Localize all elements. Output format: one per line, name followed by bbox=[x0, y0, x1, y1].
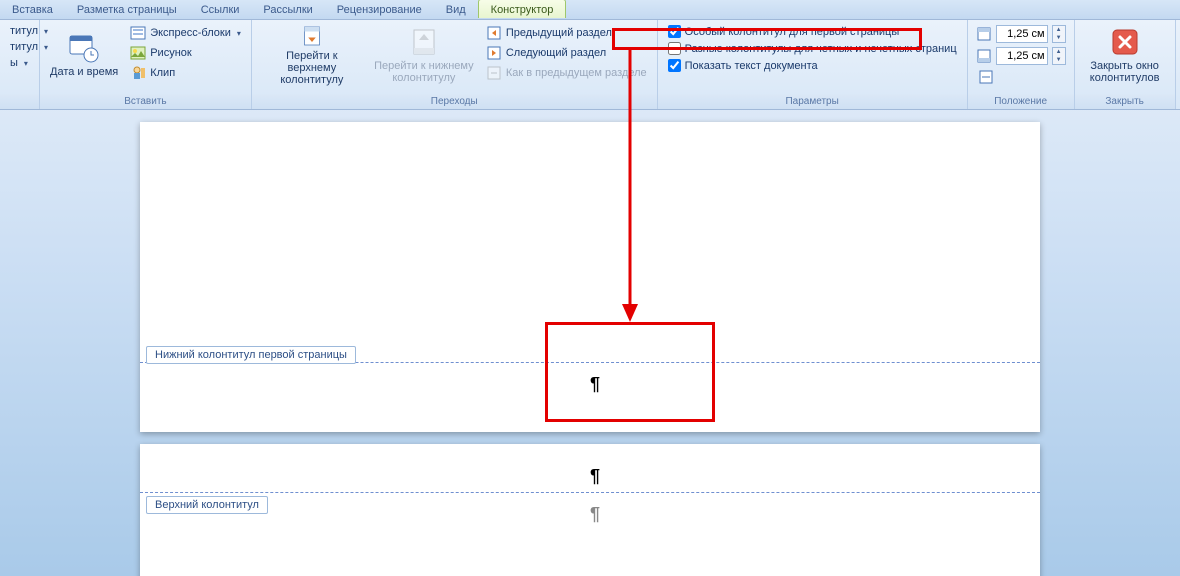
clip-button[interactable]: Клип bbox=[126, 64, 245, 82]
goto-footer-button: Перейти к нижнему колонтитулу bbox=[368, 22, 480, 88]
express-blocks-icon bbox=[130, 25, 146, 41]
group-params-title: Параметры bbox=[658, 94, 967, 109]
ribbon: титул▾ титул▾ ы▾ Дата и время Экспресс-б… bbox=[0, 20, 1180, 110]
group-insert: Дата и время Экспресс-блоки▾ Рисунок Кли… bbox=[40, 20, 252, 109]
tabbar: Вставка Разметка страницы Ссылки Рассылк… bbox=[0, 0, 1180, 20]
footer-margin-input[interactable] bbox=[996, 47, 1048, 65]
header-margin-input[interactable] bbox=[996, 25, 1048, 43]
page-1: Нижний колонтитул первой страницы ¶ bbox=[140, 122, 1040, 432]
goto-header-icon bbox=[296, 24, 328, 48]
prev-section-icon bbox=[486, 25, 502, 41]
tab-design[interactable]: Конструктор bbox=[478, 0, 567, 18]
first-page-checkbox[interactable] bbox=[668, 25, 681, 38]
header-boundary-line bbox=[140, 492, 1040, 493]
header-margin-icon bbox=[976, 26, 992, 42]
next-section-icon bbox=[486, 45, 502, 61]
footer-margin-icon bbox=[976, 48, 992, 64]
picture-button[interactable]: Рисунок bbox=[126, 44, 245, 62]
footer-margin-spinner[interactable]: ▲▼ bbox=[974, 46, 1068, 66]
group-insert-title: Вставить bbox=[40, 94, 251, 109]
first-page-footer-tag: Нижний колонтитул первой страницы bbox=[146, 346, 356, 364]
insert-tab-button[interactable] bbox=[974, 68, 1068, 86]
tab-mail[interactable]: Рассылки bbox=[251, 0, 324, 19]
pilcrow-header: ¶ bbox=[590, 504, 600, 525]
group-position: ▲▼ ▲▼ Положение bbox=[968, 20, 1075, 109]
insert-tab-icon bbox=[978, 69, 994, 85]
close-icon bbox=[1109, 26, 1141, 58]
tab-layout[interactable]: Разметка страницы bbox=[65, 0, 189, 19]
tab-insert[interactable]: Вставка bbox=[0, 0, 65, 19]
pilcrow-body: ¶ bbox=[590, 466, 600, 487]
spinner-arrows[interactable]: ▲▼ bbox=[1052, 25, 1066, 43]
as-prev-icon bbox=[486, 65, 502, 81]
document-area: Нижний колонтитул первой страницы ¶ ¶ Ве… bbox=[0, 110, 1180, 576]
group-position-title: Положение bbox=[968, 94, 1074, 109]
tab-refs[interactable]: Ссылки bbox=[189, 0, 252, 19]
prev-section-button[interactable]: Предыдущий раздел bbox=[482, 24, 651, 42]
close-hf-button[interactable]: Закрыть окно колонтитулов bbox=[1079, 22, 1171, 88]
spinner-arrows[interactable]: ▲▼ bbox=[1052, 47, 1066, 65]
datetime-button[interactable]: Дата и время bbox=[44, 22, 124, 88]
group-nav: Перейти к верхнему колонтитулу Перейти к… bbox=[252, 20, 658, 109]
header-margin-spinner[interactable]: ▲▼ bbox=[974, 24, 1068, 44]
group-partial-title bbox=[0, 94, 39, 109]
datetime-icon bbox=[68, 32, 100, 64]
show-doc-checkbox[interactable] bbox=[668, 59, 681, 72]
first-page-checkbox-row[interactable]: Особый колонтитул для первой страницы bbox=[664, 24, 961, 39]
group-params: Особый колонтитул для первой страницы Ра… bbox=[658, 20, 968, 109]
goto-footer-icon bbox=[408, 26, 440, 58]
header-tag: Верхний колонтитул bbox=[146, 496, 268, 514]
odd-even-checkbox[interactable] bbox=[668, 42, 681, 55]
odd-even-checkbox-row[interactable]: Разные колонтитулы для четных и нечетных… bbox=[664, 41, 961, 56]
next-section-button[interactable]: Следующий раздел bbox=[482, 44, 651, 62]
express-blocks-button[interactable]: Экспресс-блоки▾ bbox=[126, 24, 245, 42]
group-nav-title: Переходы bbox=[252, 94, 657, 109]
group-partial: титул▾ титул▾ ы▾ bbox=[0, 20, 40, 109]
group-close-title: Закрыть bbox=[1075, 94, 1175, 109]
goto-header-button[interactable]: Перейти к верхнему колонтитулу bbox=[256, 22, 368, 88]
show-doc-checkbox-row[interactable]: Показать текст документа bbox=[664, 58, 961, 73]
page-2: ¶ Верхний колонтитул ¶ bbox=[140, 444, 1040, 576]
clip-icon bbox=[130, 65, 146, 81]
group-close: Закрыть окно колонтитулов Закрыть bbox=[1075, 20, 1176, 109]
as-prev-button: Как в предыдущем разделе bbox=[482, 64, 651, 82]
tab-view[interactable]: Вид bbox=[434, 0, 478, 19]
pilcrow-footer: ¶ bbox=[590, 374, 600, 395]
tab-review[interactable]: Рецензирование bbox=[325, 0, 434, 19]
picture-icon bbox=[130, 45, 146, 61]
